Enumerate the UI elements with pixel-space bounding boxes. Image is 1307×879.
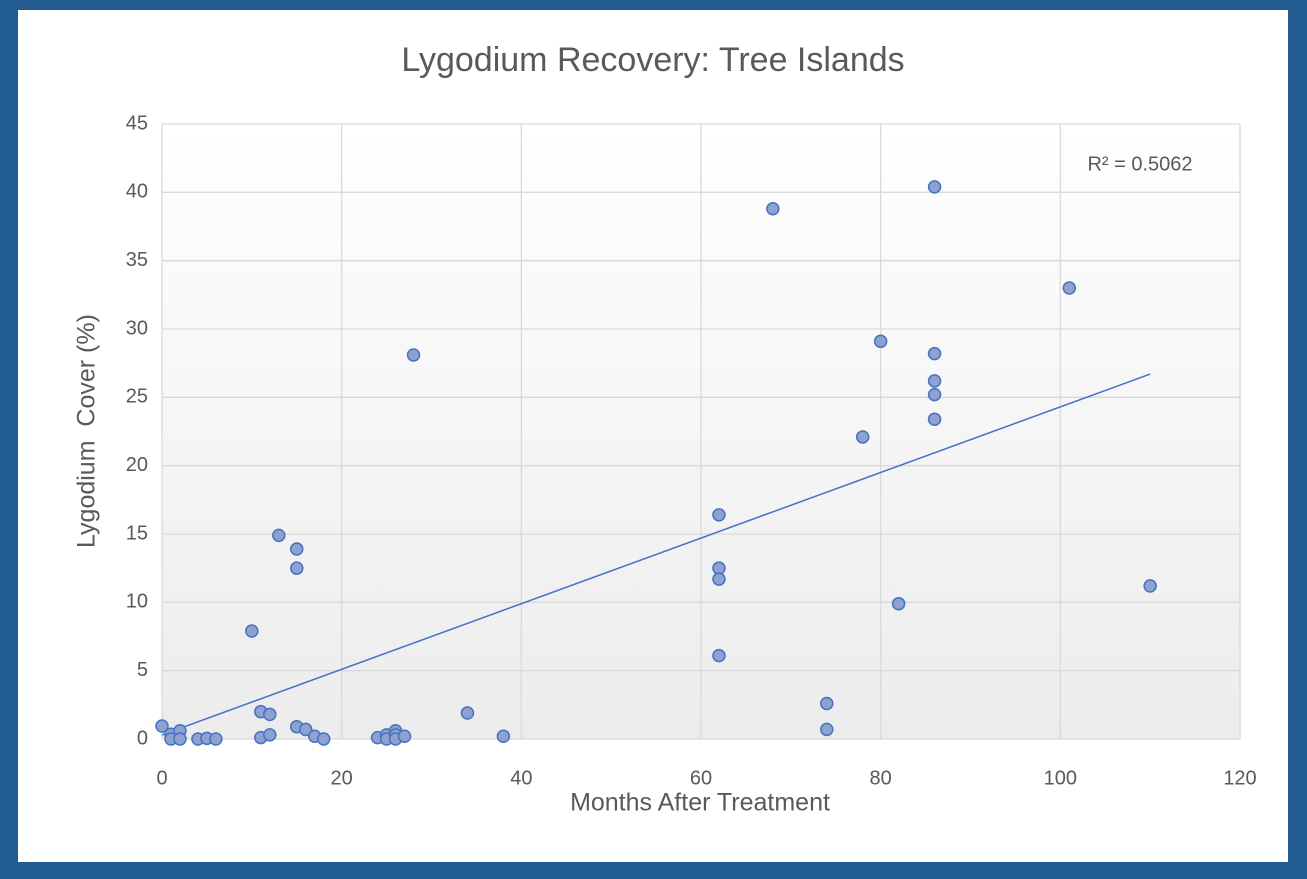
x-axis-title: Months After Treatment [570,789,830,817]
data-point [873,334,888,349]
y-tick-label: 35 [126,249,148,271]
data-point [263,728,277,742]
chart-title: Lygodium Recovery: Tree Islands [401,41,904,79]
y-tick-label: 5 [137,659,148,681]
x-tick-label: 100 [1044,767,1077,789]
x-tick-label: 60 [690,767,712,789]
data-point [1143,579,1157,593]
y-tick-label: 20 [126,454,148,476]
data-point [820,722,834,737]
data-point [927,346,942,361]
data-point [766,201,780,216]
r-squared: R² = 0.5062 [1087,153,1192,175]
y-tick-label: 15 [126,522,148,544]
data-point [263,707,277,722]
x-tick-label: 80 [870,767,892,789]
y-axis-title: Lygodium Cover (%) [73,314,101,548]
data-point [712,572,726,586]
data-point [855,430,870,444]
y-tick-label: 40 [126,181,148,203]
y-tick-label: 10 [126,591,148,613]
y-tick-label: 25 [126,386,148,408]
y-tick-label: 30 [126,317,148,339]
y-tick-label: 45 [126,112,148,134]
x-tick-label: 0 [156,767,167,789]
data-point [272,528,286,543]
data-point [173,732,187,746]
data-point [316,732,331,746]
data-point [712,648,726,663]
data-point [927,180,942,194]
data-point [290,561,304,575]
y-tick-label: 0 [137,727,148,749]
data-point [927,412,942,426]
data-point [891,596,906,611]
x-tick-label: 40 [510,767,532,789]
data-point [298,722,313,737]
data-point [406,348,421,362]
x-tick-label: 120 [1223,767,1256,789]
trendline [161,373,1151,736]
data-point [290,542,304,556]
data-point [209,732,223,746]
data-point [927,374,942,388]
x-tick-label: 20 [331,767,353,789]
data-point [927,387,942,402]
data-point [712,508,726,522]
data-point [1062,281,1077,295]
data-point [397,729,412,744]
data-point [460,706,475,720]
data-point [496,729,511,744]
data-point [820,696,834,711]
data-point [155,719,169,733]
data-point [245,624,259,638]
